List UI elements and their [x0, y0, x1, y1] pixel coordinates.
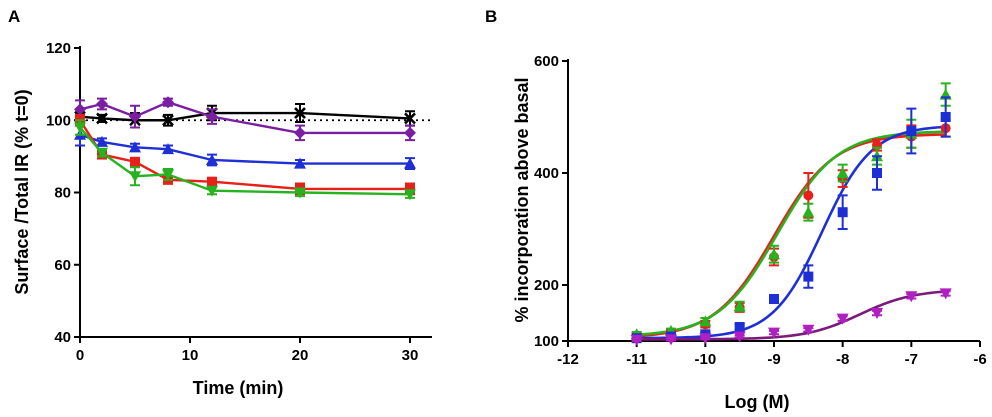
x-tick-label: -7 [905, 351, 918, 368]
data-point-green [802, 206, 815, 218]
data-point-red [405, 183, 415, 194]
x-tick-label: -12 [557, 351, 579, 368]
x-tick-label: 10 [182, 347, 199, 364]
data-point-blue [803, 271, 814, 282]
data-point-green [768, 248, 780, 260]
data-point-blue [837, 207, 848, 218]
fit-curve-red [636, 133, 946, 338]
data-point-black [404, 112, 416, 125]
y-tick-label: 100 [534, 333, 559, 350]
data-point-red [130, 156, 140, 167]
data-point-green [74, 122, 86, 134]
data-point-red [207, 176, 217, 187]
y-tick-label: 600 [534, 53, 559, 70]
x-tick-label: -10 [694, 351, 716, 368]
panel-a-y-axis-title: Surface /Total IR (% t=0) [12, 89, 32, 294]
data-point-black [294, 107, 306, 119]
y-tick-label: 80 [54, 185, 71, 202]
data-point-blue [906, 126, 917, 136]
fit-curve-blue [636, 125, 946, 340]
x-tick-label: 20 [292, 347, 309, 364]
panel-b-x-axis-title: Log (M) [725, 392, 790, 412]
y-tick-label: 60 [54, 257, 71, 274]
data-point-purple [74, 103, 86, 116]
data-point-purple [699, 333, 712, 345]
panel-b-letter: B [485, 7, 497, 26]
data-point-green [96, 147, 108, 159]
data-point-purple [836, 313, 849, 325]
data-point-purple [129, 110, 141, 123]
data-point-green [206, 185, 218, 197]
x-tick-label: -8 [836, 351, 849, 368]
data-point-purple [162, 96, 174, 109]
series-line-blue [79, 133, 410, 165]
series-line-red [78, 119, 410, 191]
data-point-green [836, 167, 849, 178]
x-tick-label: -6 [973, 351, 986, 368]
series-line-purple [79, 100, 410, 135]
data-point-purple [802, 324, 815, 336]
data-point-red [803, 190, 814, 201]
data-point-black [162, 114, 174, 127]
data-point-green [294, 187, 306, 199]
data-point-blue [404, 157, 416, 169]
data-point-purple [206, 110, 218, 123]
y-tick-label: 100 [46, 112, 71, 129]
y-tick-label: 40 [54, 329, 71, 346]
panel-b-chart: 100 200 400 600 -12 -11 -10 -9 -8 -7 -6 [534, 53, 987, 368]
y-tick-label: 200 [534, 277, 559, 294]
x-tick-label: -11 [626, 351, 647, 368]
x-tick-label: 30 [402, 347, 419, 364]
data-point-purple [871, 308, 883, 319]
data-point-black [96, 112, 108, 125]
data-point-purple [404, 126, 416, 139]
data-point-purple [939, 288, 952, 300]
data-point-purple [294, 126, 306, 139]
data-point-purple [768, 327, 780, 339]
data-point-blue [129, 141, 141, 153]
y-tick-label: 400 [534, 165, 559, 182]
data-point-purple [733, 331, 746, 343]
data-point-purple [905, 291, 918, 303]
data-point-blue [206, 153, 218, 165]
data-point-green [404, 189, 416, 201]
data-point-blue [872, 168, 882, 178]
data-point-green [733, 300, 746, 312]
data-point-blue [162, 143, 174, 155]
panel-b-y-axis-title: % incorporation above basal [512, 77, 532, 322]
data-point-blue [294, 157, 306, 169]
panel-a-letter: A [8, 7, 20, 26]
data-point-purple [630, 334, 643, 346]
data-point-blue [769, 294, 779, 304]
data-point-green [162, 169, 174, 181]
data-point-purple [665, 334, 677, 346]
panel-a-chart: 40 60 80 100 120 0 10 20 30 [46, 40, 432, 364]
data-point-blue [940, 112, 951, 122]
data-point-blue [96, 135, 108, 147]
data-point-blue [734, 322, 745, 332]
fit-curve-purple [636, 290, 946, 341]
data-point-green [129, 171, 141, 183]
x-tick-label: 0 [76, 347, 84, 364]
data-point-green [699, 315, 712, 327]
y-tick-label: 120 [46, 40, 71, 57]
x-tick-label: -9 [767, 351, 780, 368]
data-point-purple [96, 97, 108, 110]
fit-curve-green [636, 130, 946, 336]
panel-a-x-axis-title: Time (min) [193, 378, 284, 398]
